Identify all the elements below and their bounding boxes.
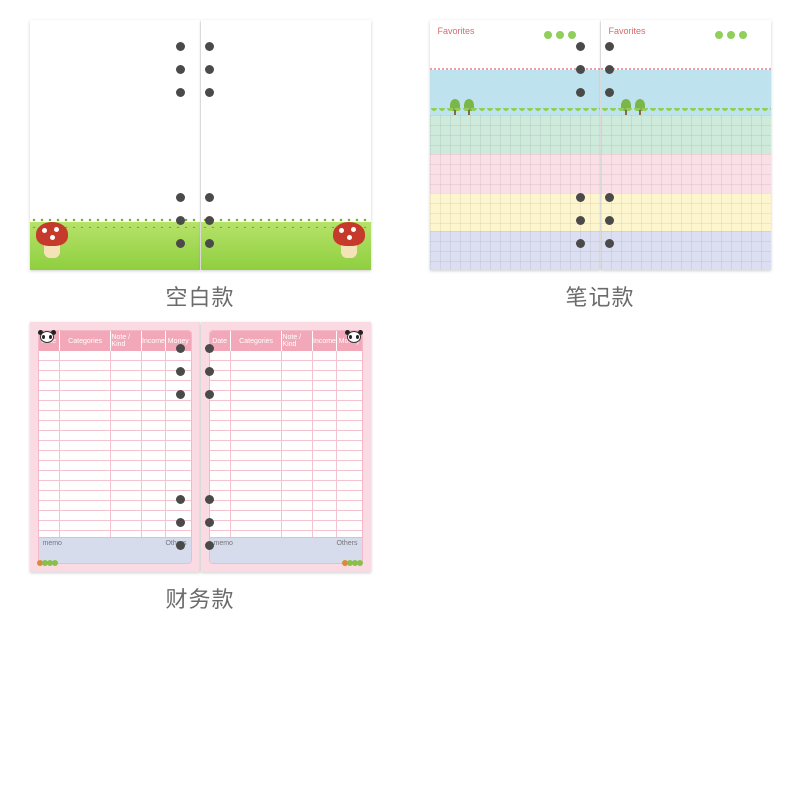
- product-notes-spread: Favorites Favorites: [420, 20, 780, 270]
- tree-icon: [450, 99, 474, 111]
- finance-table: Date Categories Note / Kind Income Money…: [38, 330, 192, 564]
- finance-footer: memo Others: [39, 537, 191, 563]
- blank-page-left: [30, 20, 200, 270]
- col-categories: Categories: [231, 331, 283, 351]
- mushroom-icon: [333, 222, 365, 258]
- product-notes: Favorites Favorites: [400, 10, 800, 312]
- product-blank: 空白款: [0, 10, 400, 312]
- finance-table-rows: [39, 351, 191, 537]
- leaf-deco-icon: [713, 26, 753, 38]
- notes-sky-band: [601, 70, 771, 115]
- binding-holes: [176, 322, 196, 572]
- notes-band-yellow: [601, 193, 771, 232]
- col-notekind: Note / Kind: [111, 331, 141, 351]
- finance-column-rules: [39, 351, 191, 537]
- notes-header: Favorites: [601, 20, 771, 70]
- col-categories: Categories: [60, 331, 112, 351]
- finance-table-rows: [210, 351, 362, 537]
- product-grid: 空白款 Favorites: [0, 0, 800, 614]
- notes-header: Favorites: [430, 20, 600, 70]
- notes-page-left: Favorites: [430, 20, 600, 270]
- notes-band-pink: [601, 154, 771, 193]
- notes-page-right: Favorites: [601, 20, 771, 270]
- notes-header-title: Favorites: [438, 26, 475, 36]
- notes-band-purple: [601, 231, 771, 270]
- panda-icon: [345, 330, 363, 344]
- notes-band-green: [601, 115, 771, 154]
- footer-others-label: Others: [336, 540, 357, 547]
- notes-band-green: [430, 115, 600, 154]
- binding-holes: [576, 20, 596, 270]
- notes-band-pink: [430, 154, 600, 193]
- binding-holes: [605, 20, 625, 270]
- mushroom-icon: [36, 222, 68, 258]
- col-income: Income: [142, 331, 166, 351]
- product-finance-spread: Date Categories Note / Kind Income Money…: [20, 322, 380, 572]
- finance-table: Date Categories Note / Kind Income Money…: [209, 330, 363, 564]
- notes-band-purple: [430, 231, 600, 270]
- col-income: Income: [313, 331, 337, 351]
- product-blank-label: 空白款: [165, 280, 234, 312]
- panda-icon: [38, 330, 56, 344]
- finance-page-right: Date Categories Note / Kind Income Money…: [201, 322, 371, 572]
- caterpillar-icon: [343, 560, 363, 566]
- notes-sky-band: [430, 70, 600, 115]
- finance-table-header: Date Categories Note / Kind Income Money: [39, 331, 191, 351]
- caterpillar-icon: [38, 560, 58, 566]
- finance-page-left: Date Categories Note / Kind Income Money…: [30, 322, 200, 572]
- binding-holes: [205, 20, 225, 270]
- footer-memo-label: memo: [43, 540, 62, 547]
- blank-page-right: [201, 20, 371, 270]
- product-notes-label: 笔记款: [565, 280, 634, 312]
- col-notekind: Note / Kind: [282, 331, 312, 351]
- product-finance-label: 财务款: [165, 582, 234, 614]
- finance-table-header: Date Categories Note / Kind Income Money: [210, 331, 362, 351]
- finance-column-rules: [210, 351, 362, 537]
- product-blank-spread: [20, 20, 380, 270]
- empty-cell: [400, 312, 800, 614]
- binding-holes: [205, 322, 225, 572]
- finance-footer: memo Others: [210, 537, 362, 563]
- product-finance: Date Categories Note / Kind Income Money…: [0, 312, 400, 614]
- notes-band-yellow: [430, 193, 600, 232]
- binding-holes: [176, 20, 196, 270]
